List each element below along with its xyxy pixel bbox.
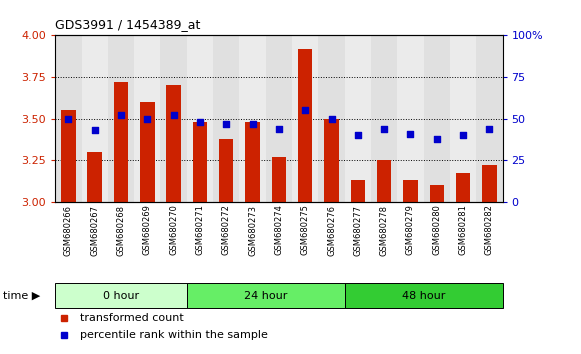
Point bbox=[432, 136, 442, 141]
Bar bbox=[292, 35, 318, 202]
Bar bbox=[219, 138, 234, 202]
Bar bbox=[187, 35, 213, 202]
Bar bbox=[403, 180, 418, 202]
Point bbox=[195, 119, 205, 125]
Bar bbox=[193, 122, 207, 202]
Point bbox=[143, 116, 152, 121]
Bar bbox=[239, 35, 266, 202]
Point bbox=[458, 132, 468, 138]
Point bbox=[379, 126, 389, 131]
Bar bbox=[140, 102, 155, 202]
Bar bbox=[55, 283, 187, 308]
Bar bbox=[482, 165, 497, 202]
Text: time ▶: time ▶ bbox=[3, 291, 40, 301]
Text: transformed count: transformed count bbox=[80, 313, 184, 323]
Point bbox=[485, 126, 494, 131]
Bar bbox=[429, 185, 444, 202]
Point bbox=[406, 131, 415, 136]
Point bbox=[300, 108, 310, 113]
Point bbox=[64, 116, 73, 121]
Point bbox=[327, 116, 336, 121]
Bar bbox=[272, 157, 286, 202]
Bar bbox=[397, 35, 424, 202]
Bar bbox=[266, 35, 292, 202]
Bar bbox=[81, 35, 108, 202]
Bar bbox=[377, 160, 392, 202]
Bar bbox=[450, 35, 476, 202]
Bar bbox=[324, 119, 339, 202]
Bar bbox=[318, 35, 345, 202]
Point bbox=[116, 113, 125, 118]
Bar bbox=[350, 180, 365, 202]
Bar bbox=[245, 122, 260, 202]
Bar bbox=[213, 35, 239, 202]
Bar bbox=[187, 283, 345, 308]
Bar bbox=[160, 35, 187, 202]
Point bbox=[274, 126, 284, 131]
Bar bbox=[87, 152, 102, 202]
Bar bbox=[345, 283, 503, 308]
Point bbox=[90, 127, 99, 133]
Bar bbox=[61, 110, 76, 202]
Bar bbox=[476, 35, 503, 202]
Bar bbox=[114, 82, 128, 202]
Bar bbox=[55, 35, 81, 202]
Bar bbox=[134, 35, 160, 202]
Text: GDS3991 / 1454389_at: GDS3991 / 1454389_at bbox=[55, 18, 200, 31]
Bar bbox=[166, 85, 181, 202]
Point bbox=[353, 132, 363, 138]
Bar bbox=[298, 49, 313, 202]
Bar bbox=[371, 35, 397, 202]
Bar bbox=[424, 35, 450, 202]
Point bbox=[248, 121, 257, 126]
Bar bbox=[456, 173, 471, 202]
Point bbox=[221, 121, 231, 126]
Bar bbox=[108, 35, 134, 202]
Bar bbox=[345, 35, 371, 202]
Text: 0 hour: 0 hour bbox=[103, 291, 139, 301]
Text: 24 hour: 24 hour bbox=[244, 291, 288, 301]
Text: 48 hour: 48 hour bbox=[402, 291, 445, 301]
Point bbox=[169, 113, 178, 118]
Text: percentile rank within the sample: percentile rank within the sample bbox=[80, 330, 268, 339]
